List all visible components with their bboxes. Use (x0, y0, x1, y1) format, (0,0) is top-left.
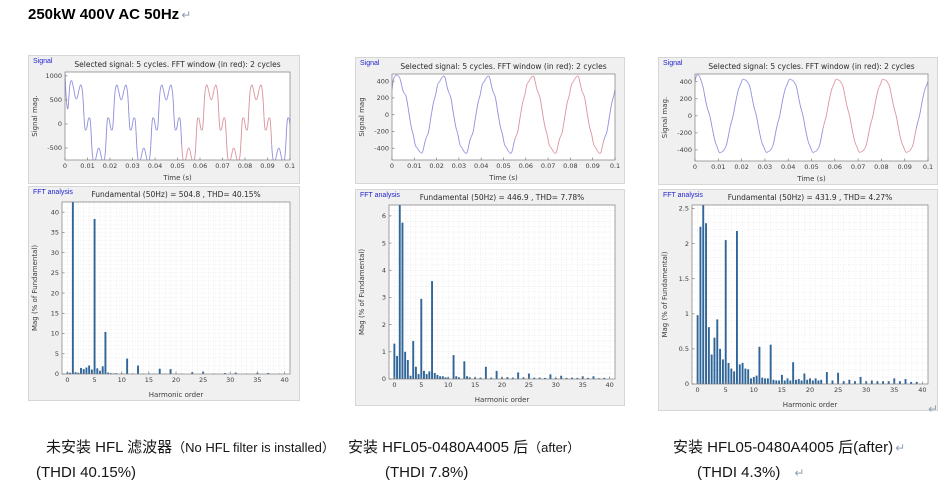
paragraph-mark-icon: ↵ (794, 466, 805, 480)
caption-thdi-value: (THDI 4.3%) (697, 464, 781, 481)
fft-harmonics-chart-1 (29, 187, 299, 400)
signal-figure-label: Signal (33, 58, 53, 65)
fft-figure-2: FFT analysis (355, 189, 625, 406)
fft-figure-1: FFT analysis (28, 186, 300, 401)
fft-harmonics-chart-3 (659, 190, 937, 410)
fft-figure-label: FFT analysis (360, 192, 400, 199)
caption-subtext: （after） (528, 440, 581, 455)
caption-3-line-1: 安装 HFL05-0480A4005 后(after) ↵ (673, 436, 905, 457)
page-title: 250kW 400V AC 50Hz ↵ (28, 6, 191, 23)
caption-2-line-2: (THDI 7.8%) (385, 464, 470, 481)
signal-figure-label: Signal (360, 60, 380, 67)
caption-thdi-value: (THDI 7.8%) (385, 464, 469, 481)
signal-figure-1: Signal (28, 55, 300, 184)
signal-waveform-chart-3 (659, 58, 937, 184)
caption-2-line-1: 安装 HFL05-0480A4005 后（after） (348, 436, 582, 457)
signal-figure-3: Signal (658, 57, 938, 185)
paragraph-mark-icon: ↵ (895, 441, 906, 455)
signal-figure-label: Signal (663, 60, 683, 67)
caption-1-line-2: (THDI 40.15%) (36, 464, 138, 481)
signal-waveform-chart-1 (29, 56, 299, 183)
fft-figure-label: FFT analysis (33, 189, 73, 196)
caption-subtext: （No HFL filter is installed） (172, 440, 335, 455)
page-title-text: 250kW 400V AC 50Hz (28, 6, 180, 23)
caption-text: 未安装 HFL 滤波器 (46, 439, 173, 456)
fft-figure-label: FFT analysis (663, 192, 703, 199)
caption-text: 安装 HFL05-0480A4005 后(after) (673, 439, 894, 456)
caption-text: 安装 HFL05-0480A4005 后 (348, 439, 529, 456)
signal-figure-2: Signal (355, 57, 625, 184)
fft-figure-3: FFT analysis (658, 189, 938, 411)
fft-harmonics-chart-2 (356, 190, 624, 405)
caption-thdi-value: (THDI 40.15%) (36, 464, 137, 481)
caption-1-line-1: 未安装 HFL 滤波器（No HFL filter is installed） (46, 436, 337, 457)
paragraph-mark-icon: ↵ (928, 402, 939, 416)
caption-3-line-2: (THDI 4.3%) ↵ (697, 464, 804, 481)
paragraph-mark-icon: ↵ (181, 8, 192, 22)
signal-waveform-chart-2 (356, 58, 624, 183)
